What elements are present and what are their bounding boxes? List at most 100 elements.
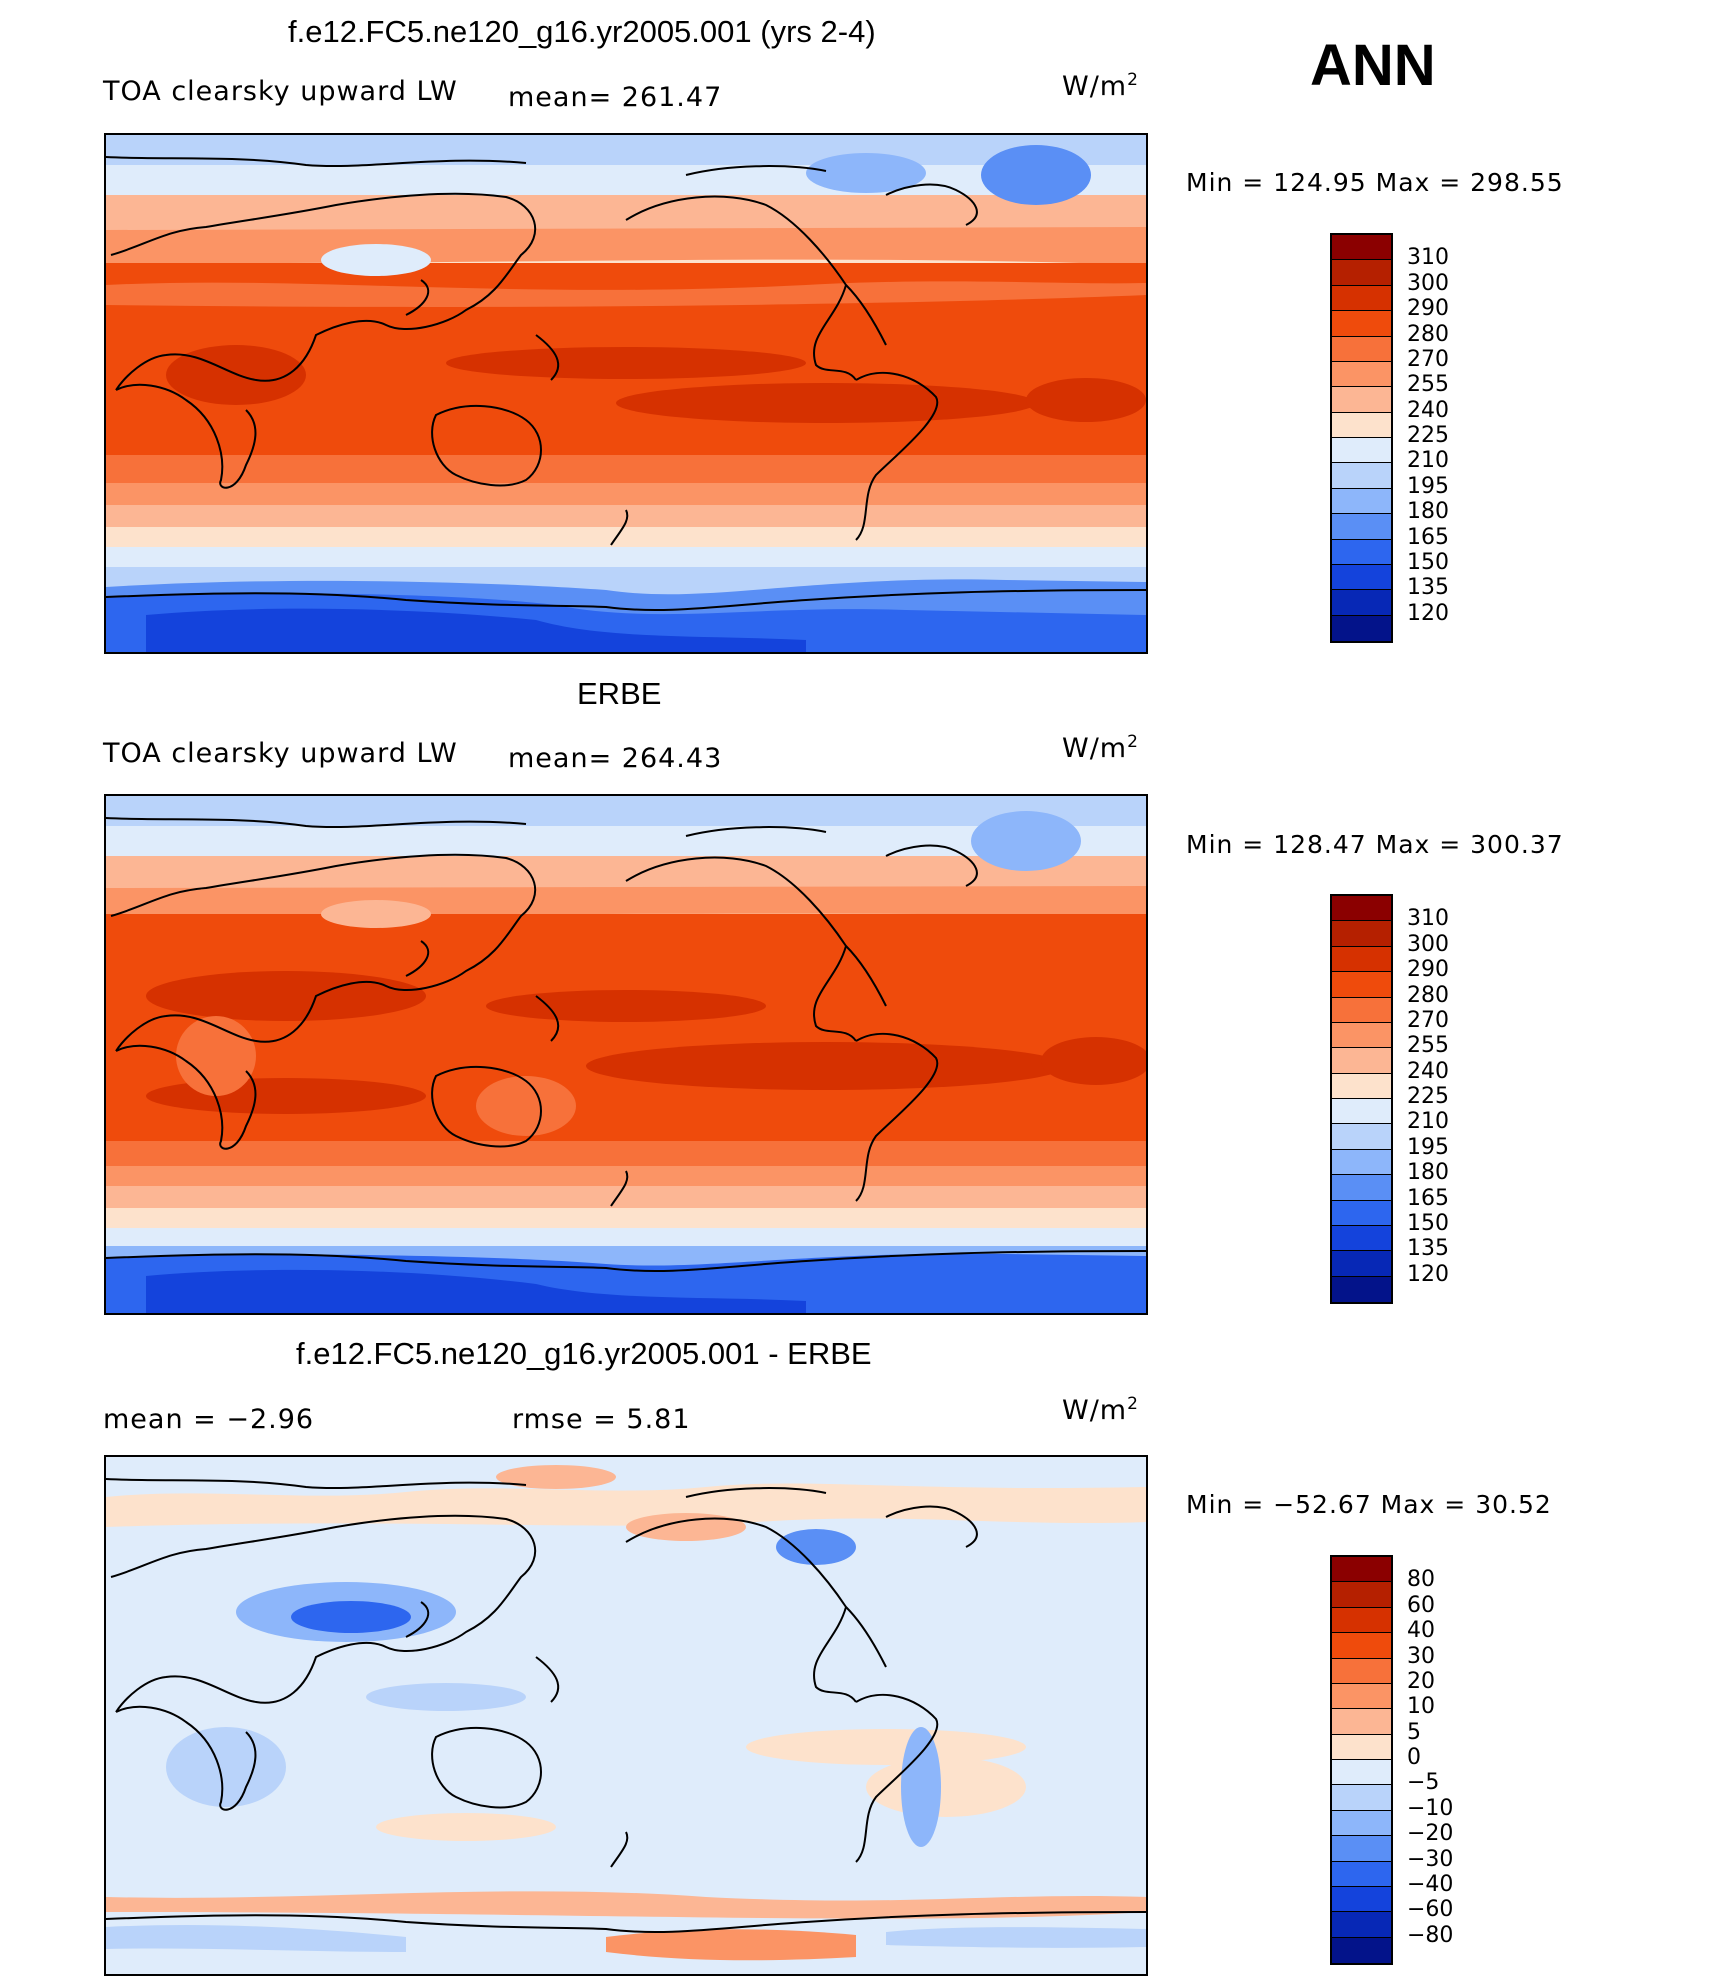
panel-diff-rmse: rmse = 5.81 (512, 1404, 691, 1435)
colorbar-swatch (1332, 1683, 1391, 1710)
colorbar-swatch (1332, 1709, 1391, 1735)
colorbar-model-label: 290 (1407, 296, 1449, 322)
colorbar-diff-label: 40 (1407, 1618, 1435, 1644)
panel-model-variable: TOA clearsky upward LW (103, 76, 458, 107)
panel-obs-minmax: Min = 128.47 Max = 300.37 (1186, 830, 1564, 859)
panel-diff-minmax: Min = −52.67 Max = 30.52 (1186, 1490, 1552, 1519)
colorbar-diff-label: 0 (1407, 1745, 1421, 1770)
colorbar-swatch (1332, 1582, 1391, 1608)
colorbar-swatch (1332, 1175, 1391, 1201)
panel-diff-mean: mean = −2.96 (103, 1404, 315, 1435)
colorbar-obs-label: 300 (1407, 931, 1449, 957)
panel-model-minmax: Min = 124.95 Max = 298.55 (1186, 168, 1564, 197)
colorbar-swatch (1332, 1200, 1391, 1226)
colorbar-swatch (1332, 1073, 1391, 1099)
colorbar-swatch (1332, 387, 1391, 413)
colorbar-diff-label: 5 (1407, 1719, 1421, 1745)
colorbar-swatch (1332, 1251, 1391, 1277)
colorbar-swatch (1332, 412, 1391, 438)
colorbar-swatch (1332, 921, 1391, 947)
panel-model-mean: mean= 261.47 (508, 82, 723, 113)
map-diff (104, 1455, 1148, 1976)
panel-obs-title: ERBE (577, 676, 662, 711)
panel-obs-variable: TOA clearsky upward LW (103, 738, 458, 769)
colorbar-swatch (1332, 311, 1391, 337)
colorbar-obs-label: 255 (1407, 1033, 1449, 1059)
colorbar-swatch (1332, 1734, 1391, 1760)
colorbar-obs-label: 280 (1407, 982, 1449, 1008)
colorbar-model-label: 195 (1407, 473, 1449, 499)
colorbar-obs-label: 290 (1407, 957, 1449, 983)
colorbar-swatch (1332, 972, 1391, 998)
colorbar-diff-label: −60 (1407, 1897, 1454, 1923)
colorbar-swatch (1332, 946, 1391, 973)
colorbar-swatch (1332, 1836, 1391, 1862)
colorbar-model-label: 280 (1407, 321, 1449, 347)
colorbar-diff-label: −30 (1407, 1846, 1454, 1872)
colorbar-swatch (1332, 260, 1391, 286)
colorbar-diff-label: −20 (1407, 1821, 1454, 1847)
colorbar-diff-label: 80 (1407, 1567, 1435, 1593)
colorbar-swatch (1332, 463, 1391, 489)
colorbar-swatch (1332, 1124, 1391, 1150)
colorbar-swatch (1332, 564, 1391, 591)
colorbar-model-label: 165 (1407, 524, 1449, 550)
colorbar-swatch (1332, 1760, 1391, 1786)
colorbar-diff-label: 20 (1407, 1668, 1435, 1694)
colorbar-model-label: 240 (1407, 397, 1449, 423)
panel-model-units: W/m2 (1062, 70, 1139, 102)
colorbar-diff (1330, 1555, 1393, 1965)
colorbar-obs-label: 165 (1407, 1185, 1449, 1211)
colorbar-swatch (1332, 1785, 1391, 1811)
colorbar-diff-label: −10 (1407, 1795, 1454, 1821)
colorbar-obs-label: 310 (1407, 906, 1449, 932)
colorbar-obs (1330, 894, 1393, 1304)
colorbar-model-label: 210 (1407, 448, 1449, 474)
panel-obs-mean: mean= 264.43 (508, 743, 723, 774)
colorbar-swatch (1332, 1607, 1391, 1634)
colorbar-diff-label: 60 (1407, 1592, 1435, 1618)
panel-obs-units: W/m2 (1062, 732, 1139, 764)
colorbar-swatch (1332, 235, 1391, 261)
colorbar-swatch (1332, 336, 1391, 362)
colorbar-model-label: 180 (1407, 499, 1449, 525)
colorbar-swatch (1332, 1633, 1391, 1659)
colorbar-swatch (1332, 361, 1391, 388)
colorbar-swatch (1332, 488, 1391, 515)
colorbar-swatch (1332, 1225, 1391, 1252)
panel-model-title: f.e12.FC5.ne120_g16.yr2005.001 (yrs 2-4) (288, 14, 876, 49)
colorbar-model-label: 135 (1407, 575, 1449, 601)
colorbar-swatch (1332, 1276, 1391, 1302)
colorbar-diff-label: 10 (1407, 1694, 1435, 1720)
colorbar-obs-label: 240 (1407, 1058, 1449, 1084)
colorbar-swatch (1332, 615, 1391, 641)
colorbar-model-label: 300 (1407, 270, 1449, 296)
colorbar-swatch (1332, 1149, 1391, 1176)
colorbar-obs-label: 120 (1407, 1261, 1449, 1287)
colorbar-swatch (1332, 590, 1391, 616)
colorbar-swatch (1332, 896, 1391, 922)
colorbar-swatch (1332, 514, 1391, 540)
colorbar-diff-label: −5 (1407, 1770, 1440, 1796)
colorbar-model (1330, 233, 1393, 643)
colorbar-swatch (1332, 1048, 1391, 1074)
colorbar-model-label: 120 (1407, 600, 1449, 626)
colorbar-swatch (1332, 1912, 1391, 1938)
colorbar-swatch (1332, 1886, 1391, 1913)
colorbar-obs-label: 195 (1407, 1134, 1449, 1160)
colorbar-model-label: 225 (1407, 423, 1449, 448)
colorbar-swatch (1332, 438, 1391, 464)
colorbar-obs-label: 210 (1407, 1109, 1449, 1135)
colorbar-model-label: 270 (1407, 346, 1449, 372)
colorbar-swatch (1332, 1861, 1391, 1887)
colorbar-swatch (1332, 997, 1391, 1023)
map-model (104, 133, 1148, 654)
colorbar-model-label: 150 (1407, 549, 1449, 575)
map-obs (104, 794, 1148, 1315)
colorbar-model-label: 255 (1407, 372, 1449, 398)
panel-diff-title: f.e12.FC5.ne120_g16.yr2005.001 - ERBE (296, 1336, 872, 1371)
colorbar-diff-label: −80 (1407, 1922, 1454, 1948)
season-label: ANN (1310, 33, 1436, 98)
colorbar-model-label: 310 (1407, 245, 1449, 271)
colorbar-swatch (1332, 1022, 1391, 1049)
